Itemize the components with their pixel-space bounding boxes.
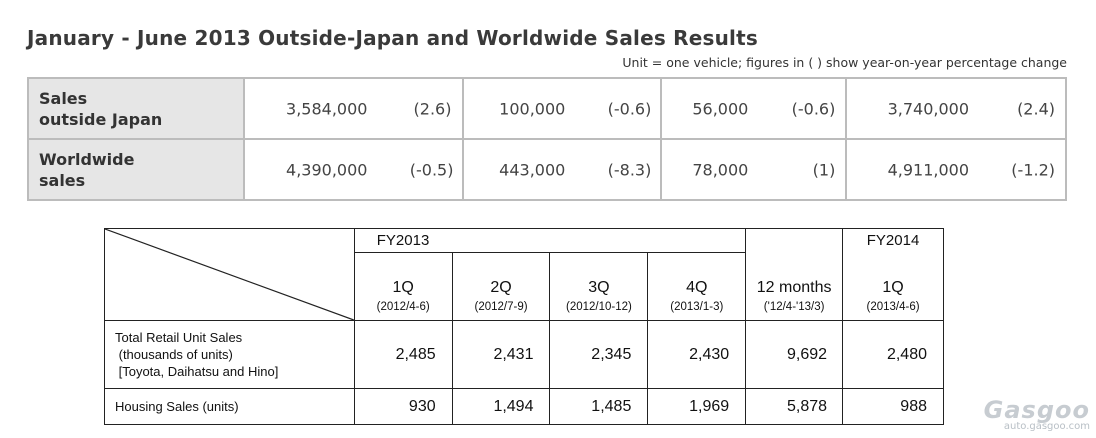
row-label-line: sales bbox=[39, 170, 86, 190]
yoy-change: (-0.6) bbox=[791, 99, 836, 118]
table-cell: 1,494 bbox=[451, 388, 551, 425]
table-cell: 1,969 bbox=[647, 388, 747, 425]
table-row: Total Retail Unit Sales (thousands of un… bbox=[104, 320, 944, 389]
column-header-3q: 3Q (2012/10-12) bbox=[549, 252, 649, 321]
header-spacer bbox=[745, 228, 844, 253]
sales-value: 4,390,000 bbox=[286, 160, 368, 179]
column-period: (2012/4-6) bbox=[376, 301, 430, 313]
column-label: 3Q bbox=[588, 279, 610, 296]
column-header-12-months: 12 months ('12/4-'13/3) bbox=[745, 252, 844, 321]
column-period: (2012/10-12) bbox=[565, 301, 632, 313]
sales-results-table: Sales outside Japan 3,584,000 (2.6) 100,… bbox=[27, 77, 1067, 201]
cell-group: 443,000 (-8.3) bbox=[462, 138, 663, 201]
table-cell: 2,430 bbox=[647, 320, 747, 389]
column-label: 12 months bbox=[756, 279, 832, 296]
unit-note: Unit = one vehicle; figures in ( ) show … bbox=[622, 55, 1067, 70]
cell-group: 3,740,000 (2.4) bbox=[845, 77, 1067, 140]
page-title: January - June 2013 Outside-Japan and Wo… bbox=[27, 26, 758, 50]
column-header-1q: 1Q (2012/4-6) bbox=[353, 252, 453, 321]
column-header-fy2014-1q: 1Q (2013/4-6) bbox=[842, 252, 944, 321]
column-period: ('12/4-'13/3) bbox=[763, 301, 825, 313]
column-label: 2Q bbox=[490, 279, 512, 296]
table-cell: 930 bbox=[353, 388, 453, 425]
yoy-change: (-1.2) bbox=[1011, 160, 1055, 179]
column-period: (2013/1-3) bbox=[670, 301, 724, 313]
sales-value: 100,000 bbox=[499, 99, 566, 118]
cell-group: 4,911,000 (-1.2) bbox=[845, 138, 1067, 201]
table-cell: 988 bbox=[842, 388, 944, 425]
row-label-total-retail-unit-sales: Total Retail Unit Sales (thousands of un… bbox=[104, 320, 355, 389]
cell-group: 100,000 (-0.6) bbox=[462, 77, 663, 140]
table-row: FY2013 FY2014 bbox=[104, 228, 944, 321]
column-label: 1Q bbox=[392, 279, 414, 296]
header-corner-cell bbox=[104, 228, 355, 321]
row-label-line: Worldwide bbox=[39, 149, 135, 169]
column-period: (2013/4-6) bbox=[866, 301, 920, 313]
cell-group: 56,000 (-0.6) bbox=[660, 77, 848, 140]
row-label-housing-sales: Housing Sales (units) bbox=[104, 388, 355, 425]
table-cell: 5,878 bbox=[745, 388, 844, 425]
row-label-line: Sales bbox=[39, 88, 88, 108]
table-row: Worldwide sales 4,390,000 (-0.5) 443,000… bbox=[27, 138, 1067, 201]
yoy-change: (1) bbox=[812, 160, 836, 179]
sales-value: 78,000 bbox=[692, 160, 749, 179]
yoy-change: (2.6) bbox=[413, 99, 452, 118]
column-label: 1Q bbox=[882, 279, 904, 296]
cell-group: 4,390,000 (-0.5) bbox=[242, 138, 465, 201]
watermark-logo: Gasgoo bbox=[983, 396, 1090, 424]
table-cell: 2,345 bbox=[549, 320, 649, 389]
column-header-2q: 2Q (2012/7-9) bbox=[451, 252, 551, 321]
column-period: (2012/7-9) bbox=[474, 301, 528, 313]
table-row: Sales outside Japan 3,584,000 (2.6) 100,… bbox=[27, 77, 1067, 140]
yoy-change: (2.4) bbox=[1017, 99, 1055, 118]
cell-group: 78,000 (1) bbox=[660, 138, 848, 201]
retail-sales-table: FY2013 FY2014 1Q (2012/4-6) 2Q (2012/7-9… bbox=[104, 228, 944, 425]
yoy-change: (-0.5) bbox=[409, 160, 454, 179]
column-label: 4Q bbox=[686, 279, 708, 296]
table-row: Housing Sales (units) 930 1,494 1,485 1,… bbox=[104, 388, 944, 425]
table-row: 1Q (2012/4-6) 2Q (2012/7-9) 3Q (2012/10-… bbox=[105, 252, 944, 321]
yoy-change: (-8.3) bbox=[607, 160, 652, 179]
row-label-line: outside Japan bbox=[39, 109, 163, 129]
row-label-line: [Toyota, Daihatsu and Hino] bbox=[115, 364, 279, 379]
sales-value: 3,740,000 bbox=[887, 99, 969, 118]
yoy-change: (-0.6) bbox=[607, 99, 652, 118]
row-label-line: Total Retail Unit Sales bbox=[115, 330, 243, 345]
sales-value: 4,911,000 bbox=[887, 160, 969, 179]
fy2014-header: FY2014 bbox=[842, 228, 944, 253]
cell-group: 3,584,000 (2.6) bbox=[242, 77, 465, 140]
diagonal-line bbox=[105, 229, 354, 320]
fy2013-header: FY2013 bbox=[353, 228, 747, 253]
column-header-4q: 4Q (2013/1-3) bbox=[647, 252, 747, 321]
watermark: Gasgoo auto.gasgoo.com bbox=[983, 396, 1090, 432]
sales-value: 56,000 bbox=[692, 99, 749, 118]
table-cell: 9,692 bbox=[745, 320, 844, 389]
watermark-url: auto.gasgoo.com bbox=[1003, 421, 1090, 432]
row-label-worldwide-sales: Worldwide sales bbox=[27, 138, 245, 201]
row-label-sales-outside-japan: Sales outside Japan bbox=[27, 77, 245, 140]
sales-value: 3,584,000 bbox=[286, 99, 368, 118]
sales-value: 443,000 bbox=[499, 160, 566, 179]
row-label-line: (thousands of units) bbox=[115, 347, 233, 362]
table-cell: 2,485 bbox=[353, 320, 453, 389]
table-cell: 2,431 bbox=[451, 320, 551, 389]
table-cell: 2,480 bbox=[842, 320, 944, 389]
table-cell: 1,485 bbox=[549, 388, 649, 425]
